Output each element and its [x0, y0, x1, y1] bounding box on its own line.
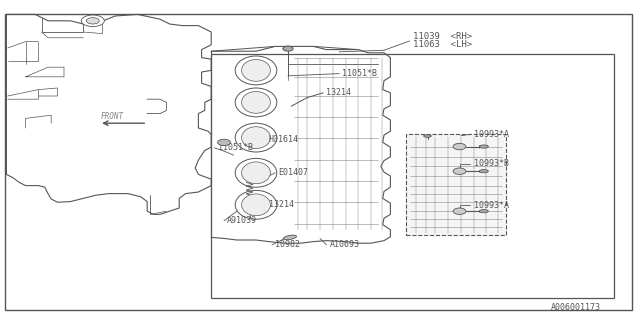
Text: 10993*A: 10993*A [474, 130, 509, 139]
Ellipse shape [242, 194, 270, 216]
Text: 13214: 13214 [326, 88, 351, 97]
Bar [406, 134, 506, 235]
Ellipse shape [479, 210, 488, 213]
Ellipse shape [236, 88, 277, 117]
Ellipse shape [242, 60, 270, 81]
Text: 11051*B: 11051*B [342, 69, 378, 78]
Text: 11039  <RH>: 11039 <RH> [413, 32, 472, 41]
Circle shape [81, 15, 104, 27]
Circle shape [283, 46, 293, 51]
Text: A91039: A91039 [227, 216, 257, 225]
Ellipse shape [424, 135, 431, 137]
Ellipse shape [479, 145, 488, 148]
Ellipse shape [236, 56, 277, 85]
Text: 13214: 13214 [269, 200, 294, 209]
Circle shape [86, 18, 99, 24]
Ellipse shape [236, 190, 277, 219]
Circle shape [453, 168, 466, 174]
Ellipse shape [242, 127, 270, 148]
Text: 10993*A: 10993*A [474, 201, 509, 210]
Ellipse shape [242, 162, 270, 184]
Text: H01614: H01614 [269, 135, 299, 144]
Ellipse shape [479, 170, 488, 173]
Ellipse shape [236, 158, 277, 187]
Ellipse shape [242, 92, 270, 113]
Text: A10693: A10693 [330, 240, 360, 249]
Circle shape [453, 208, 466, 214]
Bar [211, 54, 614, 298]
Text: 10993*B: 10993*B [474, 159, 509, 168]
Text: 10982: 10982 [275, 240, 300, 249]
Circle shape [218, 139, 230, 146]
Ellipse shape [236, 123, 277, 152]
Ellipse shape [284, 235, 296, 240]
Circle shape [453, 143, 466, 150]
Text: 11051*B: 11051*B [218, 143, 253, 152]
Text: 11063  <LH>: 11063 <LH> [413, 40, 472, 49]
Text: FRONT: FRONT [100, 112, 124, 121]
Text: E01407: E01407 [278, 168, 308, 177]
Text: A006001173: A006001173 [551, 303, 601, 312]
